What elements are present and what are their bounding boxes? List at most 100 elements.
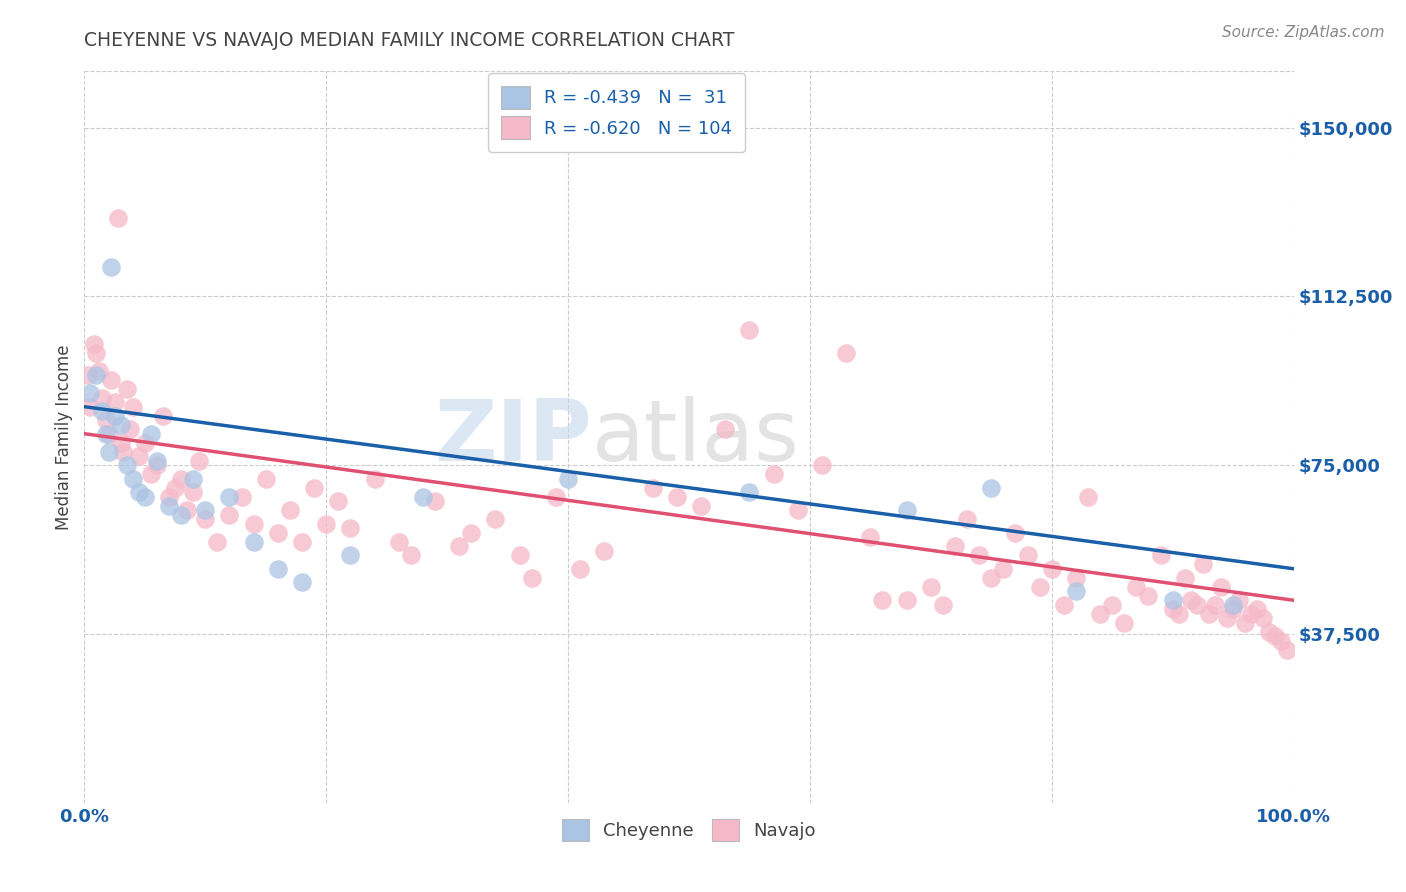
Navajo: [920, 580, 942, 594]
Navajo: [714, 422, 737, 436]
Navajo: [139, 467, 162, 482]
Navajo: [328, 494, 350, 508]
Navajo: [1149, 548, 1171, 562]
Navajo: [641, 481, 664, 495]
Navajo: [943, 539, 966, 553]
Navajo: [1125, 580, 1147, 594]
Navajo: [1227, 593, 1250, 607]
Navajo: [1264, 629, 1286, 643]
Cheyenne: [100, 260, 122, 275]
Cheyenne: [339, 548, 361, 562]
Cheyenne: [896, 503, 918, 517]
Navajo: [1180, 593, 1202, 607]
Cheyenne: [412, 490, 434, 504]
Navajo: [932, 598, 955, 612]
Navajo: [835, 345, 858, 359]
Navajo: [207, 534, 229, 549]
Navajo: [786, 503, 808, 517]
Navajo: [1040, 562, 1063, 576]
Navajo: [520, 571, 543, 585]
Navajo: [315, 516, 337, 531]
Navajo: [1253, 611, 1275, 625]
Text: CHEYENNE VS NAVAJO MEDIAN FAMILY INCOME CORRELATION CHART: CHEYENNE VS NAVAJO MEDIAN FAMILY INCOME …: [84, 31, 735, 50]
Cheyenne: [91, 404, 114, 418]
Cheyenne: [86, 368, 108, 383]
Navajo: [1167, 607, 1189, 621]
Cheyenne: [128, 485, 150, 500]
Cheyenne: [79, 386, 101, 401]
Navajo: [569, 562, 592, 576]
Navajo: [242, 516, 264, 531]
Navajo: [993, 562, 1015, 576]
Navajo: [152, 409, 174, 423]
Navajo: [278, 503, 301, 517]
Cheyenne: [170, 508, 193, 522]
Navajo: [859, 530, 882, 544]
Navajo: [112, 444, 135, 458]
Cheyenne: [218, 490, 240, 504]
Navajo: [115, 382, 138, 396]
Cheyenne: [267, 562, 290, 576]
Navajo: [509, 548, 531, 562]
Cheyenne: [557, 472, 579, 486]
Navajo: [1246, 602, 1268, 616]
Cheyenne: [146, 453, 169, 467]
Navajo: [231, 490, 253, 504]
Navajo: [484, 512, 506, 526]
Navajo: [1004, 525, 1026, 540]
Navajo: [97, 426, 120, 441]
Navajo: [110, 435, 132, 450]
Cheyenne: [134, 490, 156, 504]
Navajo: [194, 512, 217, 526]
Navajo: [146, 458, 169, 473]
Navajo: [218, 508, 240, 522]
Cheyenne: [1222, 598, 1244, 612]
Navajo: [1216, 611, 1239, 625]
Cheyenne: [1064, 584, 1087, 599]
Navajo: [1240, 607, 1263, 621]
Navajo: [291, 534, 314, 549]
Cheyenne: [110, 417, 132, 432]
Cheyenne: [121, 472, 143, 486]
Navajo: [363, 472, 385, 486]
Navajo: [170, 472, 193, 486]
Cheyenne: [738, 485, 761, 500]
Navajo: [399, 548, 422, 562]
Navajo: [77, 368, 100, 383]
Text: ZIP: ZIP: [434, 395, 592, 479]
Cheyenne: [97, 444, 120, 458]
Navajo: [665, 490, 688, 504]
Navajo: [967, 548, 990, 562]
Navajo: [100, 373, 122, 387]
Cheyenne: [242, 534, 264, 549]
Navajo: [1017, 548, 1039, 562]
Navajo: [593, 543, 616, 558]
Navajo: [1114, 615, 1136, 630]
Navajo: [1174, 571, 1197, 585]
Navajo: [1077, 490, 1099, 504]
Navajo: [460, 525, 482, 540]
Cheyenne: [139, 426, 162, 441]
Navajo: [254, 472, 277, 486]
Navajo: [91, 391, 114, 405]
Navajo: [165, 481, 187, 495]
Navajo: [1277, 642, 1299, 657]
Cheyenne: [157, 499, 180, 513]
Navajo: [738, 323, 761, 337]
Navajo: [811, 458, 834, 473]
Navajo: [107, 211, 129, 225]
Text: Source: ZipAtlas.com: Source: ZipAtlas.com: [1222, 25, 1385, 40]
Navajo: [1204, 598, 1226, 612]
Navajo: [339, 521, 361, 535]
Navajo: [1198, 607, 1220, 621]
Navajo: [1064, 571, 1087, 585]
Navajo: [896, 593, 918, 607]
Navajo: [690, 499, 713, 513]
Navajo: [1234, 615, 1257, 630]
Navajo: [176, 503, 198, 517]
Navajo: [544, 490, 567, 504]
Navajo: [267, 525, 290, 540]
Navajo: [1101, 598, 1123, 612]
Cheyenne: [181, 472, 204, 486]
Cheyenne: [291, 575, 314, 590]
